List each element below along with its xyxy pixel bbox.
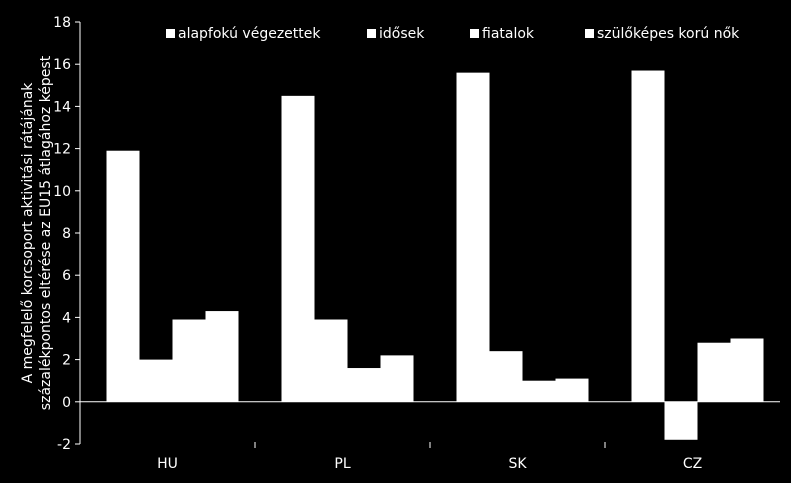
bar	[631, 70, 665, 402]
y-axis-label-line1: A megfelelő korcsoport aktivitási rátájá…	[20, 82, 36, 384]
y-axis-label: A megfelelő korcsoport aktivitási rátájá…	[20, 55, 54, 410]
y-tick-label: 8	[62, 226, 71, 242]
y-tick-label: 18	[53, 15, 71, 31]
bar	[106, 150, 140, 402]
bar	[730, 338, 764, 402]
y-tick-label: 6	[62, 268, 71, 284]
y-tick-label: 0	[62, 395, 71, 411]
bar	[281, 95, 315, 402]
axes	[79, 22, 780, 448]
y-tick-label: -2	[57, 437, 71, 453]
y-tick-label: 16	[53, 57, 71, 73]
legend-label: szülőképes korú nők	[597, 26, 740, 42]
legend-swatch	[585, 29, 594, 38]
x-category-label: SK	[508, 456, 527, 472]
bar	[522, 380, 556, 402]
legend-label: alapfokú végezettek	[178, 26, 321, 42]
y-axis-label-line2: százalékpontos eltérése az EU15 átlagáho…	[38, 55, 54, 410]
legend-swatch	[166, 29, 175, 38]
bar	[697, 342, 731, 402]
legend-label: idősek	[379, 26, 425, 42]
bar	[489, 351, 523, 402]
legend-label: fiatalok	[482, 26, 535, 42]
y-tick-label: 14	[53, 99, 71, 115]
x-axis-categories: HU PL SK CZ	[157, 456, 702, 472]
bar	[380, 355, 414, 402]
legend-swatch	[367, 29, 376, 38]
bar	[664, 401, 698, 440]
x-category-label: CZ	[683, 456, 702, 472]
bar	[555, 378, 589, 402]
y-tick-label: 12	[53, 142, 71, 158]
y-axis-ticks: -2 0 2 4 6 8 10 12 14 16 18	[53, 15, 80, 453]
bar	[347, 368, 381, 402]
y-tick-label: 10	[53, 184, 71, 200]
bar	[139, 359, 173, 402]
y-tick-label: 4	[62, 310, 71, 326]
bar	[314, 319, 348, 402]
bar	[172, 319, 206, 402]
y-tick-label: 2	[62, 353, 71, 369]
bar	[205, 311, 239, 402]
bar	[456, 72, 490, 402]
x-category-label: HU	[157, 456, 178, 472]
x-category-label: PL	[334, 456, 350, 472]
bars	[106, 70, 764, 440]
legend: alapfokú végezettek idősek fiatalok szülőké…	[166, 26, 740, 42]
legend-swatch	[470, 29, 479, 38]
